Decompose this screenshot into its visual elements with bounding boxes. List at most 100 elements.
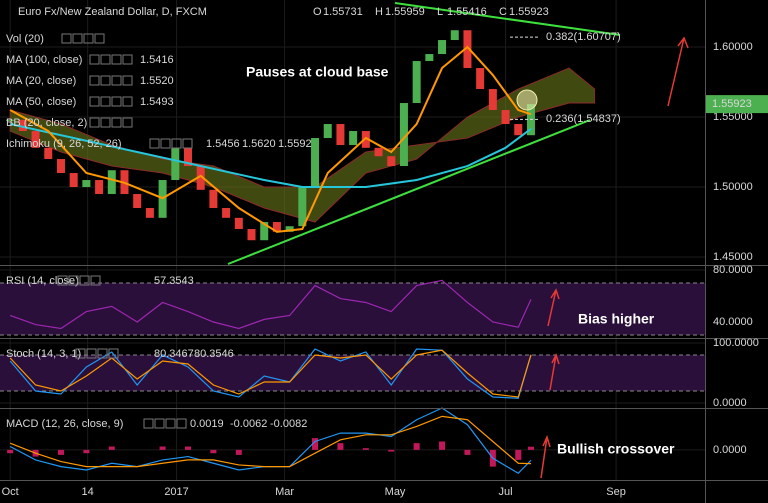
legend-icon — [100, 117, 111, 128]
candle — [171, 147, 180, 181]
histogram-bar — [413, 443, 420, 450]
indicator-label: Ichimoku (9, 26, 52, 26) — [6, 138, 122, 150]
ohlc-value: 1.55731 — [323, 6, 363, 18]
panel-value: 80.3467 — [154, 348, 194, 360]
panel-title: RSI (14, close) — [6, 275, 79, 287]
panel-value: -0.0062 — [230, 418, 267, 430]
panel-value: -0.0082 — [270, 418, 307, 430]
candle — [412, 61, 421, 104]
legend-icon — [89, 54, 100, 65]
x-tick-label: 2017 — [164, 486, 188, 498]
candle — [285, 226, 294, 232]
legend-icon — [90, 275, 101, 286]
candle — [56, 159, 65, 174]
legend-icon — [61, 33, 72, 44]
candle — [133, 194, 142, 209]
indicator-line — [9, 348, 532, 399]
histogram-bar — [388, 449, 395, 452]
legend-icon — [100, 54, 111, 65]
highlight-circle — [516, 89, 538, 111]
candle — [311, 138, 320, 188]
fib-label: 0.382(1.60707) — [546, 31, 621, 43]
histogram-bar — [464, 449, 471, 455]
legend-icon — [171, 138, 182, 149]
candle — [31, 131, 40, 148]
legend-icon — [160, 138, 171, 149]
arrow — [667, 36, 689, 107]
y-tick-label: 1.50000 — [713, 181, 753, 193]
candle — [196, 166, 205, 190]
indicator-label: BB (20, close, 2) — [6, 117, 87, 129]
panel-value: 80.3546 — [194, 348, 234, 360]
legend-icon — [94, 33, 105, 44]
legend-icon — [122, 75, 133, 86]
ohlc-label: H — [375, 6, 383, 18]
legend-icon — [89, 75, 100, 86]
y-tick-label: 40.0000 — [713, 316, 753, 328]
indicator-line — [9, 45, 532, 233]
indicator-value: 1.5620 — [242, 138, 276, 150]
histogram-bar — [210, 449, 217, 454]
histogram-bar — [515, 449, 522, 460]
x-tick-label: 14 — [82, 486, 94, 498]
histogram-bar — [7, 449, 14, 454]
arrow — [540, 434, 551, 479]
legend-icon — [68, 275, 79, 286]
candle — [374, 147, 383, 157]
candle — [82, 180, 91, 188]
histogram-bar — [527, 446, 534, 450]
resistance-trendline — [394, 2, 621, 36]
candle — [387, 156, 396, 167]
legend-icon — [176, 418, 187, 429]
candle — [260, 222, 269, 241]
candle — [361, 131, 370, 148]
arrow — [549, 353, 560, 391]
legend-icon — [111, 54, 122, 65]
candle — [425, 54, 434, 62]
candle — [209, 189, 218, 209]
indicator-line — [9, 349, 532, 398]
candle — [463, 30, 472, 69]
ohlc-value: 1.55959 — [385, 6, 425, 18]
histogram-bar — [362, 448, 369, 450]
annotation: Bias higher — [578, 311, 655, 327]
candle — [476, 68, 485, 90]
y-tick-label: 1.45000 — [713, 251, 753, 263]
histogram-bar — [337, 443, 344, 450]
candle — [6, 119, 15, 121]
histogram-bar — [108, 446, 115, 450]
candle — [69, 173, 78, 188]
ohlc-label: C — [499, 6, 507, 18]
ohlc-label: O — [313, 6, 322, 18]
chart-title: Euro Fx/New Zealand Dollar, D, FXCM — [18, 6, 207, 18]
candle — [107, 170, 116, 195]
indicator-value: 1.5592 — [278, 138, 312, 150]
candle — [438, 40, 447, 55]
legend-icon — [89, 117, 100, 128]
candle — [514, 124, 523, 136]
candle — [323, 124, 332, 139]
candle — [222, 208, 231, 218]
candle — [501, 110, 510, 125]
candle — [336, 124, 345, 146]
panel-value: 0.0019 — [190, 418, 224, 430]
legend-icon — [72, 33, 83, 44]
histogram-bar — [312, 438, 319, 450]
candle — [145, 208, 154, 218]
indicator-line — [9, 415, 531, 468]
indicator-value: 1.5520 — [140, 75, 174, 87]
legend-icon — [79, 275, 90, 286]
legend-icon — [122, 96, 133, 107]
histogram-bar — [185, 446, 191, 450]
legend-icon — [149, 138, 160, 149]
legend-icon — [108, 348, 119, 359]
price-tag — [706, 95, 768, 114]
histogram-bar — [235, 449, 242, 455]
y-tick-label: 0.0000 — [713, 397, 747, 409]
y-tick-label: 1.60000 — [713, 41, 753, 53]
legend-icon — [143, 418, 154, 429]
candle — [95, 180, 104, 195]
x-tick-label: Mar — [275, 486, 294, 498]
